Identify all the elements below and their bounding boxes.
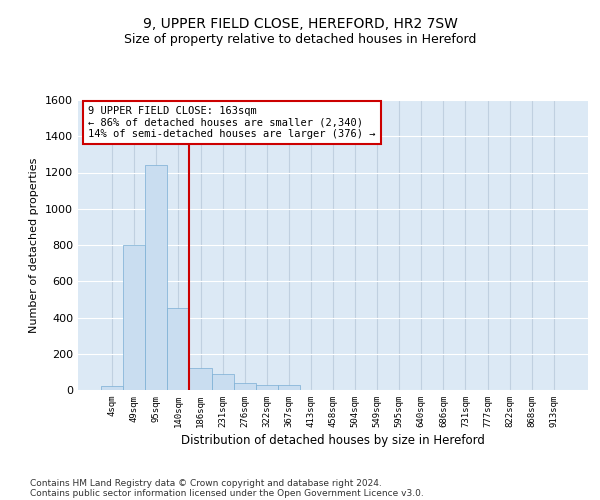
Bar xyxy=(190,368,212,390)
Text: 9 UPPER FIELD CLOSE: 163sqm
← 86% of detached houses are smaller (2,340)
14% of : 9 UPPER FIELD CLOSE: 163sqm ← 86% of det… xyxy=(88,106,376,139)
X-axis label: Distribution of detached houses by size in Hereford: Distribution of detached houses by size … xyxy=(181,434,485,447)
Bar xyxy=(101,386,123,390)
Bar xyxy=(256,384,278,390)
Bar xyxy=(123,245,145,390)
Text: Contains HM Land Registry data © Crown copyright and database right 2024.: Contains HM Land Registry data © Crown c… xyxy=(30,478,382,488)
Text: Contains public sector information licensed under the Open Government Licence v3: Contains public sector information licen… xyxy=(30,488,424,498)
Y-axis label: Number of detached properties: Number of detached properties xyxy=(29,158,40,332)
Bar xyxy=(167,308,190,390)
Text: 9, UPPER FIELD CLOSE, HEREFORD, HR2 7SW: 9, UPPER FIELD CLOSE, HEREFORD, HR2 7SW xyxy=(143,18,457,32)
Bar xyxy=(212,374,233,390)
Bar xyxy=(233,383,256,390)
Bar xyxy=(145,165,167,390)
Text: Size of property relative to detached houses in Hereford: Size of property relative to detached ho… xyxy=(124,32,476,46)
Bar xyxy=(278,384,300,390)
